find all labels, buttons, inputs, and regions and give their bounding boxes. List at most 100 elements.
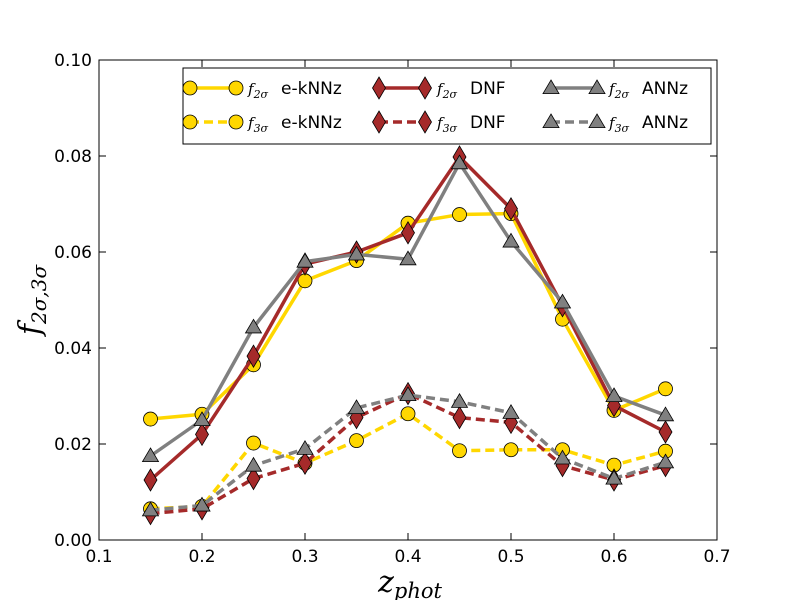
data-point-3-3 [298, 451, 312, 475]
legend-label-3: DNF [470, 113, 506, 133]
data-point-4-8 [553, 293, 572, 309]
y-tick-label-4: 0.08 [54, 147, 92, 167]
data-point-4-1 [193, 411, 211, 427]
data-point-1-7 [503, 442, 519, 458]
y-tick-label-0: 0.00 [54, 531, 92, 551]
legend-box [182, 67, 712, 145]
series-line-2 [149, 155, 667, 482]
data-point-5-1 [193, 496, 211, 512]
legend-marker-b-0 [228, 80, 244, 96]
y-tick-label-3: 0.06 [54, 243, 92, 263]
series-line-5 [150, 393, 667, 512]
data-point-5-10 [656, 453, 675, 469]
data-point-4-4 [347, 245, 366, 261]
legend-marker-b-2 [418, 76, 432, 100]
data-point-4-9 [605, 387, 623, 403]
data-point-2-2 [246, 344, 261, 368]
legend-label-1: e-kNNz [281, 113, 342, 133]
data-point-5-0 [141, 501, 160, 517]
series-2-dnf-2sigma [143, 145, 673, 492]
data-point-2-0 [143, 468, 158, 492]
x-tick-label-3: 0.4 [394, 547, 421, 567]
x-tick-label-2: 0.3 [291, 547, 318, 567]
data-point-0-10 [658, 381, 673, 397]
x-axis-label-main: z [377, 565, 394, 600]
series-layer [141, 145, 675, 526]
data-point-3-6 [452, 405, 467, 430]
series-4-annz-2sigma [141, 154, 675, 463]
data-point-0-6 [452, 207, 467, 222]
legend-entry-0: f2σ e-kNNz [182, 79, 342, 101]
legend-symbol-0: f2σ [247, 80, 269, 101]
y-tick-label-1: 0.02 [54, 435, 92, 455]
x-tick-label-4: 0.5 [497, 547, 524, 567]
data-point-2-7 [504, 197, 518, 221]
legend-marker-a-1 [182, 114, 198, 130]
data-point-2-10 [658, 420, 673, 444]
legend-marker-a-4 [542, 79, 560, 94]
x-tick-label-6: 0.7 [703, 547, 730, 567]
data-point-1-6 [452, 443, 467, 459]
data-point-4-3 [296, 252, 314, 268]
y-axis-label-sub: 2σ,3σ [27, 264, 51, 325]
data-point-5-7 [502, 404, 520, 419]
data-point-5-5 [399, 386, 417, 402]
data-point-4-7 [502, 232, 520, 248]
legend-symbol-2: f2σ [436, 80, 458, 101]
series-5-annz-3sigma [141, 386, 675, 517]
data-point-5-4 [347, 399, 366, 415]
series-line-3 [150, 391, 666, 516]
series-1-e-knnz-3sigma [143, 406, 673, 517]
ticks-layer: 0.1 0.2 0.3 0.4 0.5 0.6 0.7 0.00 0.02 0.04 0.06 0.0… [54, 51, 730, 567]
legend-marker-a-2 [372, 76, 386, 100]
data-point-5-3 [296, 440, 314, 455]
data-point-4-5 [399, 250, 417, 266]
legend-entry-5: f3σ ANNz [542, 113, 688, 135]
data-point-5-6 [450, 392, 469, 408]
data-point-5-9 [605, 469, 623, 485]
data-point-4-6 [450, 154, 469, 170]
y-axis-label: f2σ,3σ [13, 264, 51, 338]
legend-marker-a-3 [372, 110, 386, 134]
x-tick-label-0: 0.1 [85, 547, 112, 567]
data-point-2-1 [195, 422, 209, 447]
legend-symbol-5: f3σ [608, 114, 630, 135]
data-point-5-8 [553, 449, 572, 465]
legend-marker-a-0 [182, 80, 198, 96]
legend-marker-b-3 [418, 110, 432, 134]
legend-label-4: ANNz [642, 79, 688, 99]
data-point-4-0 [141, 447, 160, 463]
legend-marker-b-5 [588, 113, 606, 128]
legend-symbol-4: f2σ [608, 80, 630, 101]
data-point-5-2 [244, 456, 263, 472]
series-line-1 [150, 412, 666, 511]
data-point-3-2 [246, 466, 261, 491]
y-tick-label-5: 0.10 [54, 51, 92, 71]
y-tick-label-2: 0.04 [54, 339, 92, 359]
legend-label-2: DNF [470, 79, 506, 99]
legend-label-5: ANNz [642, 113, 688, 133]
data-point-4-2 [244, 318, 263, 334]
legend-entry-4: f2σ ANNz [542, 79, 688, 101]
legend-marker-b-1 [228, 114, 244, 130]
data-point-1-5 [400, 406, 416, 422]
legend-entry-3: f3σ DNF [372, 110, 506, 135]
data-point-1-4 [349, 433, 364, 449]
legend-marker-b-4 [588, 79, 606, 94]
legend-symbol-3: f3σ [436, 114, 458, 135]
legend-symbol-1: f3σ [247, 114, 269, 135]
data-point-2-5 [401, 221, 415, 245]
x-axis-label-sub: phot [394, 579, 443, 600]
data-point-1-2 [246, 435, 261, 451]
x-tick-label-1: 0.2 [188, 547, 215, 567]
data-point-4-10 [656, 406, 675, 422]
legend-label-0: e-kNNz [281, 79, 342, 99]
legend-entry-2: f2σ DNF [372, 76, 506, 101]
legend-marker-a-5 [542, 113, 560, 128]
legend-entry-1: f3σ e-kNNz [182, 113, 342, 135]
x-tick-label-5: 0.6 [600, 547, 627, 567]
data-point-0-0 [143, 411, 158, 427]
x-axis-label: zphot [377, 565, 442, 600]
